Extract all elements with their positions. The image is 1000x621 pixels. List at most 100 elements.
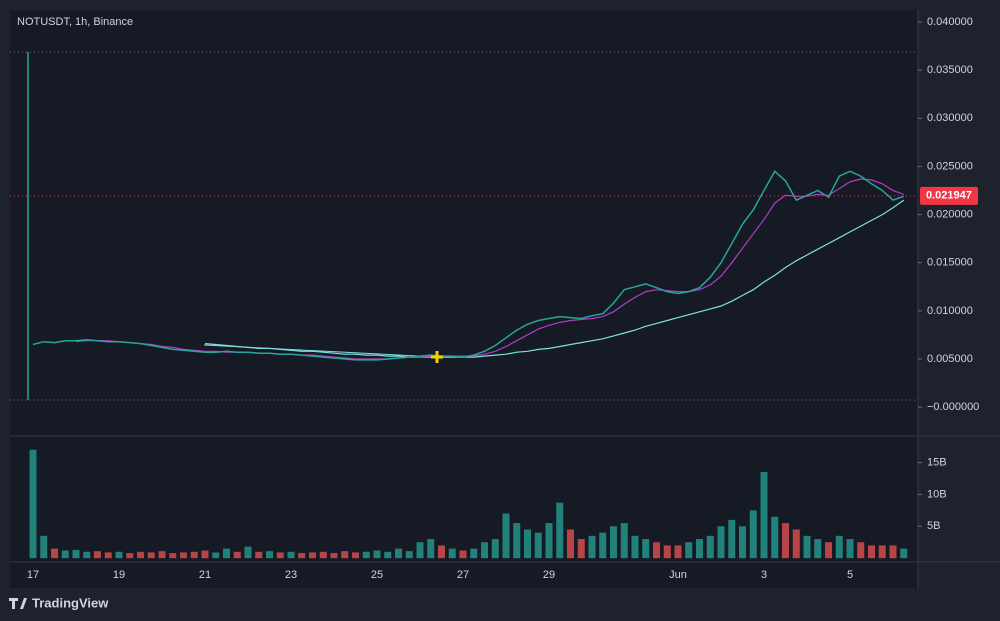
- volume-bar: [29, 449, 37, 559]
- volume-bar: [846, 539, 854, 559]
- volume-bar: [158, 551, 166, 559]
- y-tick-label: 0.010000: [927, 305, 973, 317]
- volume-bar: [588, 535, 596, 559]
- volume-bar: [599, 532, 607, 559]
- y-tick-label: 0.015000: [927, 257, 973, 269]
- x-tick-label: Jun: [669, 569, 687, 581]
- volume-bar: [771, 516, 779, 559]
- volume-bar: [352, 552, 359, 559]
- volume-bar: [287, 551, 295, 559]
- volume-bar: [405, 551, 413, 559]
- x-tick-label: 5: [847, 569, 853, 581]
- volume-bar: [706, 535, 714, 559]
- volume-bar: [567, 529, 574, 559]
- volume-bar: [491, 539, 499, 559]
- x-tick-label: 21: [199, 569, 211, 581]
- volume-bar: [61, 550, 69, 559]
- volume-tick-label: 10B: [927, 488, 947, 500]
- volume-bar: [309, 552, 316, 559]
- volume-bar: [470, 548, 478, 559]
- y-tick-label: −0.000000: [927, 401, 979, 413]
- volume-bar: [642, 539, 650, 559]
- volume-bar: [663, 545, 671, 559]
- volume-bar: [180, 552, 187, 559]
- volume-bar: [739, 526, 746, 559]
- volume-bar: [900, 548, 908, 559]
- volume-bar: [395, 548, 402, 559]
- x-tick-label: 25: [371, 569, 383, 581]
- volume-bar: [868, 545, 875, 559]
- logo-icon: [9, 598, 27, 609]
- x-tick-label: 19: [113, 569, 125, 581]
- volume-bar: [792, 529, 800, 559]
- volume-bar: [814, 539, 822, 559]
- volume-bar: [201, 550, 209, 559]
- x-tick-label: 29: [543, 569, 555, 581]
- y-tick-label: 0.025000: [927, 160, 973, 172]
- volume-bar: [524, 529, 531, 559]
- volume-bar: [427, 539, 435, 559]
- brand: TradingView: [32, 595, 109, 610]
- volume-bar: [835, 535, 843, 559]
- crosshair-marker: [431, 351, 443, 363]
- volume-bar: [459, 550, 467, 559]
- volume-bar: [147, 552, 155, 559]
- volume-bar: [319, 551, 327, 559]
- volume-bar: [212, 552, 220, 559]
- volume-bar: [190, 551, 198, 559]
- volume-bar: [685, 542, 693, 559]
- volume-bar: [72, 549, 80, 559]
- volume-bar: [276, 552, 284, 559]
- volume-bar: [653, 542, 660, 559]
- volume-bar: [255, 551, 263, 559]
- y-tick-label: 0.030000: [927, 112, 973, 124]
- price-line: [32, 170, 905, 361]
- volume-bar: [513, 523, 521, 559]
- last-price-label: 0.021947: [926, 190, 972, 202]
- volume-bar: [749, 510, 757, 559]
- x-tick-label: 3: [761, 569, 767, 581]
- volume-bar: [631, 535, 639, 559]
- volume-bar: [362, 551, 370, 559]
- last-price-badge: [920, 186, 978, 205]
- price-line: [75, 178, 905, 360]
- volume-bar: [233, 551, 241, 559]
- chart-pane: [10, 10, 918, 588]
- volume-bar: [556, 502, 564, 559]
- chart-title: NOTUSDT, 1h, Binance: [17, 16, 133, 28]
- volume-bar: [298, 553, 306, 559]
- volume-bar: [620, 523, 628, 559]
- volume-bar: [577, 539, 585, 559]
- volume-bar: [137, 551, 144, 559]
- volume-bar: [373, 550, 381, 559]
- volume-tick-label: 15B: [927, 456, 947, 468]
- tradingview-logo: TradingView: [9, 595, 109, 610]
- volume-bar: [696, 539, 703, 559]
- volume-bar: [266, 551, 273, 559]
- volume-bar: [384, 551, 392, 559]
- volume-bar: [534, 532, 542, 559]
- volume-bar: [223, 548, 230, 559]
- volume-bar: [782, 523, 789, 559]
- volume-bar: [330, 553, 338, 559]
- volume-bar: [825, 542, 832, 559]
- volume-bar: [760, 472, 768, 559]
- volume-bar: [610, 526, 617, 559]
- x-tick-label: 27: [457, 569, 469, 581]
- y-tick-label: 0.020000: [927, 208, 973, 220]
- y-tick-label: 0.005000: [927, 353, 973, 365]
- volume-bar: [728, 519, 736, 559]
- volume-bar: [481, 542, 488, 559]
- volume-bar: [502, 513, 510, 559]
- volume-bar: [857, 542, 865, 559]
- volume-bar: [51, 548, 58, 559]
- volume-bar: [889, 545, 897, 559]
- volume-bar: [126, 553, 134, 559]
- volume-bar: [674, 545, 682, 559]
- volume-bar: [169, 553, 177, 559]
- volume-bar: [104, 552, 112, 559]
- volume-bar: [83, 551, 91, 559]
- volume-bar: [115, 551, 123, 559]
- volume-tick-label: 5B: [927, 520, 940, 532]
